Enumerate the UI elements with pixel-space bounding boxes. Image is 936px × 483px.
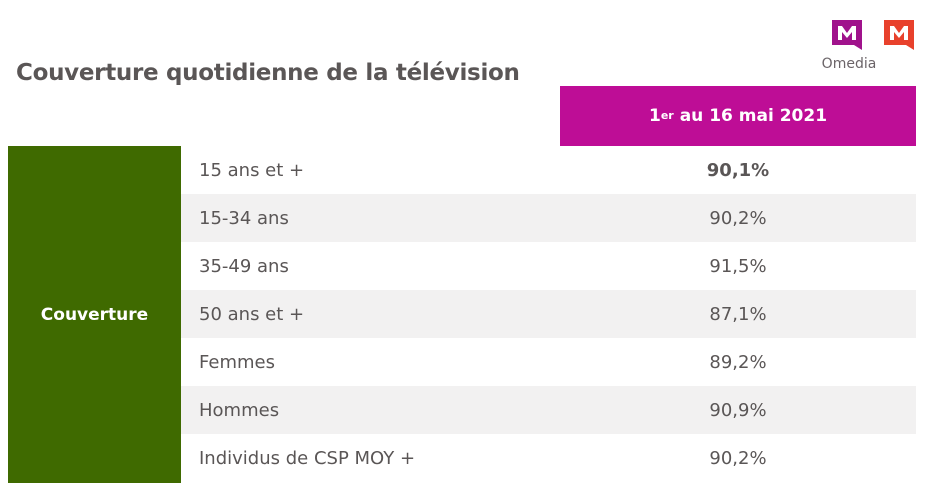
row-value: 90,1% xyxy=(706,159,770,181)
header-text: au 16 mai 2021 xyxy=(679,106,828,126)
header-superscript: er xyxy=(660,108,674,122)
m-logo-red-icon xyxy=(884,20,914,50)
row-value: 87,1% xyxy=(709,303,767,325)
table-row: 35-49 ans 91,5% xyxy=(181,242,916,290)
row-value: 90,9% xyxy=(709,399,767,421)
section-label: Couverture xyxy=(8,146,181,483)
header-prefix: 1 xyxy=(648,106,661,126)
column-header: 1 er au 16 mai 2021 xyxy=(560,86,916,146)
table-row: 15-34 ans 90,2% xyxy=(181,194,916,242)
table-row: Hommes 90,9% xyxy=(181,386,916,434)
omedia-logo: Omedia xyxy=(818,14,918,74)
row-label: 50 ans et + xyxy=(199,303,305,325)
table-row: Femmes 89,2% xyxy=(181,338,916,386)
row-value: 90,2% xyxy=(709,207,767,229)
table-row: Individus de CSP MOY + 90,2% xyxy=(181,434,916,482)
row-value: 91,5% xyxy=(709,255,767,277)
data-table: 15 ans et + 90,1% 15-34 ans 90,2% 35-49 … xyxy=(181,146,916,482)
row-label: Hommes xyxy=(199,399,280,421)
row-label: 15 ans et + xyxy=(199,159,305,181)
row-value: 89,2% xyxy=(709,351,767,373)
row-label: Femmes xyxy=(199,351,275,373)
page-title: Couverture quotidienne de la télévision xyxy=(16,60,520,86)
m-logo-icon xyxy=(832,20,862,50)
row-label: 35-49 ans xyxy=(199,255,289,277)
brand-name: Omedia xyxy=(821,56,877,72)
table-row: 50 ans et + 87,1% xyxy=(181,290,916,338)
row-value: 90,2% xyxy=(709,447,767,469)
table-row: 15 ans et + 90,1% xyxy=(181,146,916,194)
row-label: 15-34 ans xyxy=(199,207,289,229)
row-label: Individus de CSP MOY + xyxy=(199,447,416,469)
